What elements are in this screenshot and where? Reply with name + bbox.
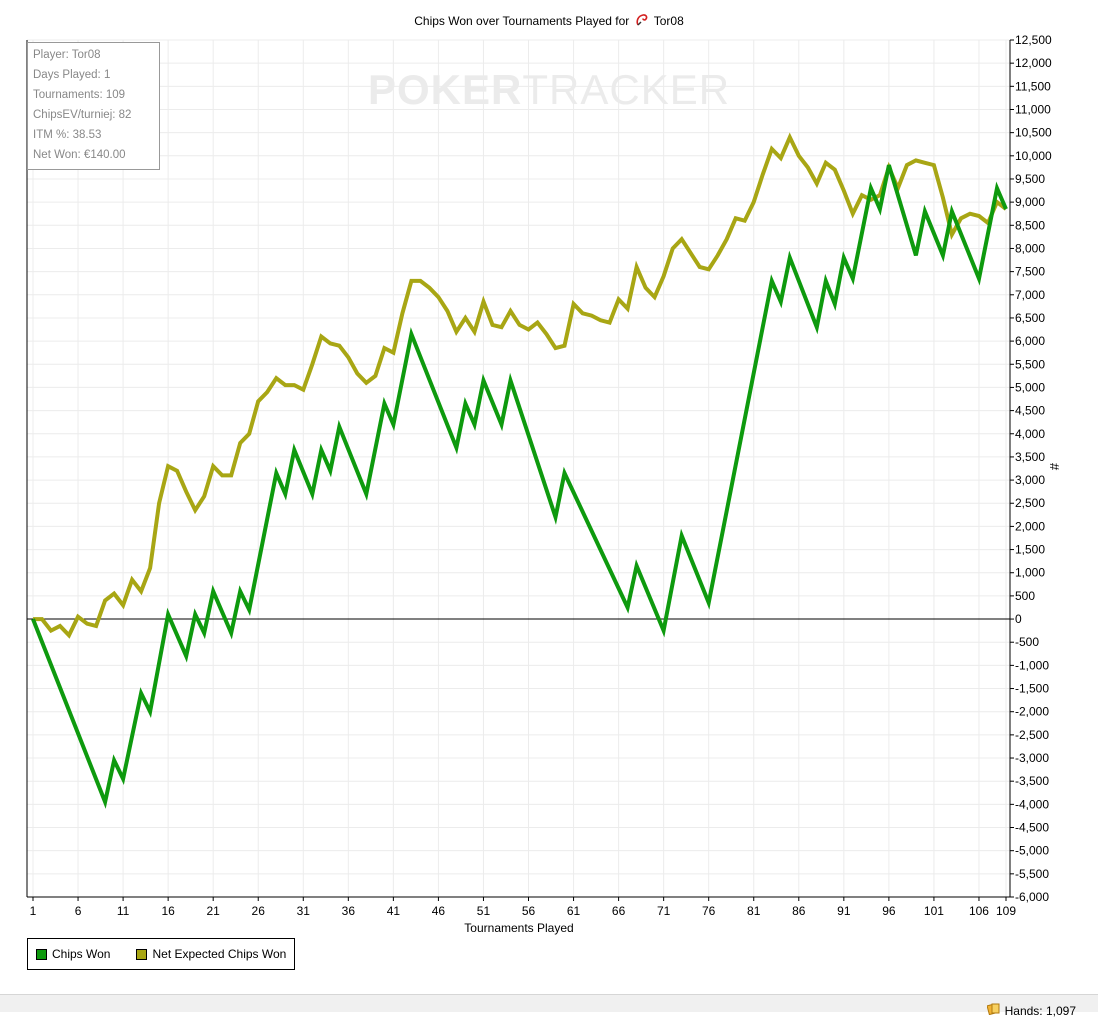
y-tick-label: 1,500 <box>1015 543 1045 557</box>
y-tick-label: 8,000 <box>1015 241 1045 255</box>
y-tick-label: 2,000 <box>1015 519 1045 533</box>
stat-tournaments: Tournaments: 109 <box>33 89 126 101</box>
x-tick-label: 81 <box>747 904 761 918</box>
y-tick-label: -5,000 <box>1015 844 1049 858</box>
y-tick-label: 6,000 <box>1015 334 1045 348</box>
series-line-chips-won <box>31 164 1008 809</box>
y-tick-label: 3,000 <box>1015 473 1045 487</box>
y-tick-label: -3,500 <box>1015 774 1049 788</box>
x-tick-label: 46 <box>432 904 446 918</box>
y-tick-label: 10,000 <box>1015 149 1052 163</box>
y-tick-label: -6,000 <box>1015 890 1049 904</box>
x-axis-ticks: 1 6 11 16 21 26 31 36 41 46 51 56 61 66 71 76 81 86 91 96 10… <box>30 897 1016 918</box>
x-tick-label: 61 <box>567 904 581 918</box>
x-tick-label: 91 <box>837 904 851 918</box>
x-tick-label: 106 <box>969 904 989 918</box>
stat-player: Player: Tor08 <box>33 49 101 61</box>
stat-net-won: Net Won: €140.00 <box>33 149 126 161</box>
series-lines <box>31 132 1008 809</box>
chart-title-player: Tor08 <box>653 14 684 28</box>
y-tick-label: -1,500 <box>1015 682 1049 696</box>
chart-title: Chips Won over Tournaments Played for To… <box>0 13 1098 30</box>
legend-item-net-expected: Net Expected Chips Won <box>136 947 286 961</box>
watermark-part1: POKER <box>368 66 523 113</box>
y-tick-label: -1,000 <box>1015 658 1049 672</box>
y-tick-label: 5,000 <box>1015 380 1045 394</box>
y-tick-label: 11,500 <box>1015 79 1051 93</box>
x-tick-label: 26 <box>252 904 266 918</box>
x-tick-label: 31 <box>297 904 311 918</box>
status-hands: Hands: 1,097 <box>986 1003 1076 1018</box>
legend-swatch-chips-won <box>36 948 47 960</box>
stat-chipsev: ChipsEV/turniej: 82 <box>33 109 132 121</box>
x-tick-label: 51 <box>477 904 491 918</box>
y-tick-label: 4,500 <box>1015 404 1045 418</box>
series-line-net-expected-chips-won <box>33 132 1008 639</box>
y-tick-label: 8,500 <box>1015 218 1045 232</box>
x-tick-label: 11 <box>117 904 130 918</box>
x-tick-label: 6 <box>75 904 82 918</box>
y-tick-label: 1,000 <box>1015 566 1045 580</box>
status-bar: Hands: 1,097 <box>0 994 1098 1018</box>
y-tick-label: -2,500 <box>1015 728 1049 742</box>
y-axis-ticks: 12,500 12,000 11,500 11,000 10,500 10,000 9,50… <box>1010 33 1052 904</box>
chart-title-prefix: Chips Won over Tournaments Played for <box>414 14 630 28</box>
x-tick-label: 16 <box>161 904 175 918</box>
x-tick-label: 86 <box>792 904 806 918</box>
legend-label-chips-won: Chips Won <box>52 947 111 961</box>
y-tick-label: 10,500 <box>1015 126 1052 140</box>
y-tick-label: -4,000 <box>1015 797 1049 811</box>
plot-area <box>27 40 1010 897</box>
y-tick-label: 9,000 <box>1015 195 1045 209</box>
y-tick-label: -500 <box>1015 635 1039 649</box>
y-tick-label: 2,500 <box>1015 496 1045 510</box>
legend: Chips Won Net Expected Chips Won <box>27 938 295 970</box>
x-tick-label: 66 <box>612 904 626 918</box>
watermark-part2: TRACKER <box>522 66 731 113</box>
stat-itm: ITM %: 38.53 <box>33 129 102 141</box>
x-tick-label: 56 <box>522 904 536 918</box>
player-icon <box>635 13 649 30</box>
y-tick-label: -5,500 <box>1015 867 1049 881</box>
x-tick-label: 21 <box>207 904 221 918</box>
y-tick-label: 11,000 <box>1015 102 1051 116</box>
axes <box>26 40 1011 898</box>
legend-swatch-net-expected <box>136 948 148 960</box>
y-tick-label: 9,500 <box>1015 172 1045 186</box>
x-tick-label: 76 <box>702 904 716 918</box>
x-tick-label: 36 <box>342 904 356 918</box>
y-tick-label: 0 <box>1015 612 1022 626</box>
y-tick-label: -2,000 <box>1015 705 1049 719</box>
legend-label-net-expected: Net Expected Chips Won <box>152 947 287 961</box>
x-tick-label: 41 <box>387 904 401 918</box>
y-tick-label: 5,500 <box>1015 357 1045 371</box>
y-tick-label: 500 <box>1015 589 1035 603</box>
y-tick-label: 4,000 <box>1015 427 1045 441</box>
stats-box: Player: Tor08 Days Played: 1 Tournaments… <box>27 42 160 170</box>
x-axis-label: Tournaments Played <box>464 921 574 935</box>
y-tick-label: -4,500 <box>1015 821 1049 835</box>
pokertracker-logo: POKERTRACKER <box>368 66 730 114</box>
y-tick-label: 6,500 <box>1015 311 1045 325</box>
y-tick-label: -3,000 <box>1015 751 1049 765</box>
legend-item-chips-won: Chips Won <box>36 947 110 961</box>
y-tick-label: 12,000 <box>1015 56 1052 70</box>
y-tick-label: 3,500 <box>1015 450 1045 464</box>
y-tick-label: 7,500 <box>1015 265 1045 279</box>
y-tick-label: 7,000 <box>1015 288 1045 302</box>
y-tick-label: 12,500 <box>1015 33 1052 47</box>
stat-days-played: Days Played: 1 <box>33 69 111 81</box>
cards-icon <box>986 1003 1001 1018</box>
x-tick-label: 71 <box>657 904 671 918</box>
x-tick-label: 96 <box>882 904 896 918</box>
x-tick-label: 109 <box>996 904 1016 918</box>
status-hands-text: Hands: 1,097 <box>1004 1003 1076 1018</box>
x-tick-label: 1 <box>30 904 37 918</box>
y-axis-label: # <box>1047 463 1062 471</box>
x-tick-label: 101 <box>924 904 944 918</box>
grid <box>27 39 1010 898</box>
